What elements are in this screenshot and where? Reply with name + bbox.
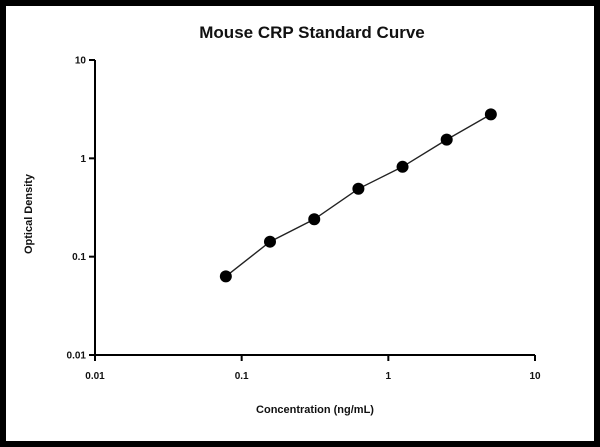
series-group	[219, 108, 497, 283]
data-point	[219, 270, 232, 283]
y-tick-label: 1	[80, 154, 86, 165]
data-point	[352, 182, 365, 195]
data-point	[263, 235, 276, 248]
y-tick-label: 0.1	[72, 252, 86, 263]
data-point	[484, 108, 497, 121]
x-axis-label: Concentration (ng/mL)	[256, 404, 374, 416]
x-tick-label: 10	[529, 371, 541, 382]
axes	[94, 60, 535, 356]
chart-title: Mouse CRP Standard Curve	[199, 23, 424, 42]
x-tick-label: 0.01	[85, 371, 105, 382]
y-axis-label: Optical Density	[23, 173, 35, 254]
data-point	[308, 213, 321, 226]
x-tick-label: 1	[386, 371, 392, 382]
y-tick-label: 10	[75, 56, 87, 67]
data-point	[440, 133, 453, 146]
x-tick-label: 0.1	[235, 371, 249, 382]
x-ticks: 0.01 0.1 1 10	[85, 355, 541, 382]
data-point	[396, 160, 409, 173]
y-tick-label: 0.01	[67, 351, 87, 362]
standard-curve-chart: Mouse CRP Standard Curve 0.01 0.1 1 10 0.01…	[23, 23, 541, 416]
y-ticks: 0.01 0.1 1 10	[67, 56, 95, 362]
